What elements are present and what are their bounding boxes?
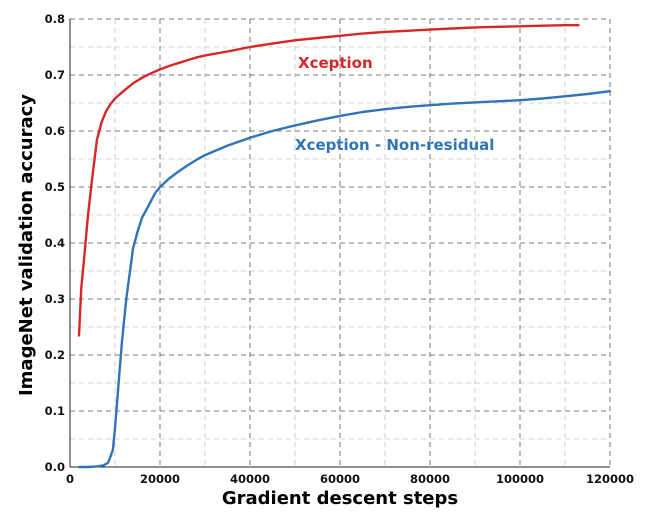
y-axis-label: ImageNet validation accuracy <box>16 94 37 396</box>
tick-labels: 0 20000 40000 60000 80000 100000 120000 0.0 0.1 0… <box>45 12 634 486</box>
series-label-xception: Xception <box>298 54 373 72</box>
x-tick-label: 0 <box>66 472 74 486</box>
y-tick-label: 0.0 <box>45 460 65 474</box>
series-lines <box>77 24 612 469</box>
y-tick-label: 0.1 <box>45 404 65 418</box>
x-tick-label: 80000 <box>410 472 450 486</box>
y-tick-label: 0.4 <box>45 236 65 250</box>
series-line-0 <box>77 24 580 337</box>
x-tick-label: 40000 <box>230 472 270 486</box>
series-label-xception-non-residual: Xception - Non-residual <box>295 136 494 154</box>
x-tick-label: 100000 <box>496 472 544 486</box>
series-line-1 <box>77 90 612 469</box>
y-tick-label: 0.6 <box>45 124 65 138</box>
x-tick-label: 20000 <box>140 472 180 486</box>
y-tick-label: 0.5 <box>45 180 65 194</box>
y-tick-label: 0.8 <box>45 12 65 26</box>
x-tick-label: 60000 <box>320 472 360 486</box>
y-tick-label: 0.3 <box>45 292 65 306</box>
x-axis-label: Gradient descent steps <box>222 488 458 509</box>
x-tick-label: 120000 <box>586 472 634 486</box>
plot-frame <box>69 19 610 468</box>
y-tick-label: 0.2 <box>45 348 65 362</box>
y-tick-label: 0.7 <box>45 68 65 82</box>
